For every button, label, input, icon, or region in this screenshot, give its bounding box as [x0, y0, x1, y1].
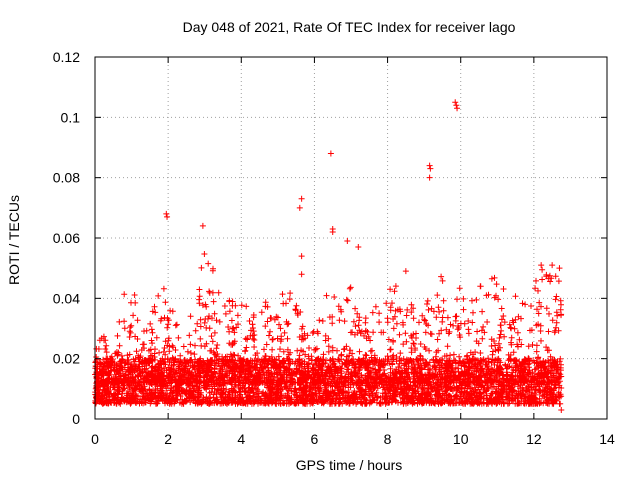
y-tick-label: 0	[72, 411, 80, 427]
y-tick-label: 0.12	[53, 49, 80, 65]
axes	[94, 56, 608, 420]
x-axis-title: GPS time / hours	[296, 457, 403, 473]
y-axis-title: ROTI / TECUs	[6, 195, 22, 285]
data-point	[344, 238, 351, 245]
data-point	[402, 268, 409, 275]
x-tick-label: 0	[91, 431, 99, 447]
data-point	[538, 262, 545, 269]
data-point	[296, 204, 303, 211]
data-point	[298, 195, 305, 202]
tick-labels: 0 2 4 6 8 10 12 14 0 0.02 0.04 0.06 0.08 0.1 0.12	[53, 49, 615, 447]
data-point	[164, 213, 171, 220]
data-point	[452, 99, 459, 106]
chart-title: Day 048 of 2021, Rate Of TEC Index for r…	[183, 19, 516, 35]
y-tick-label: 0.06	[53, 230, 80, 246]
x-tick-label: 14	[599, 431, 615, 447]
y-tick-label: 0.02	[53, 351, 80, 367]
data-point	[426, 162, 433, 169]
x-tick-label: 4	[237, 431, 245, 447]
data-point	[199, 222, 206, 229]
data-point	[426, 174, 433, 181]
data-point	[549, 262, 556, 269]
scatter-cloud	[92, 251, 565, 407]
data-point	[453, 102, 460, 109]
data-points	[92, 99, 565, 413]
data-point	[327, 150, 334, 157]
data-point	[298, 253, 305, 260]
x-tick-label: 8	[384, 431, 392, 447]
y-tick-label: 0.1	[61, 109, 81, 125]
data-point	[163, 210, 170, 217]
data-point	[558, 406, 565, 413]
plot-frame	[94, 56, 608, 420]
x-tick-label: 6	[311, 431, 319, 447]
data-point	[298, 271, 305, 278]
y-tick-label: 0.08	[53, 170, 80, 186]
data-point	[355, 244, 362, 251]
y-tick-label: 0.04	[53, 290, 80, 306]
data-point	[427, 165, 434, 172]
x-tick-label: 10	[453, 431, 469, 447]
x-tick-label: 12	[526, 431, 542, 447]
data-point	[329, 228, 336, 235]
x-tick-label: 2	[164, 431, 172, 447]
data-point	[556, 265, 563, 272]
data-point	[454, 105, 461, 112]
